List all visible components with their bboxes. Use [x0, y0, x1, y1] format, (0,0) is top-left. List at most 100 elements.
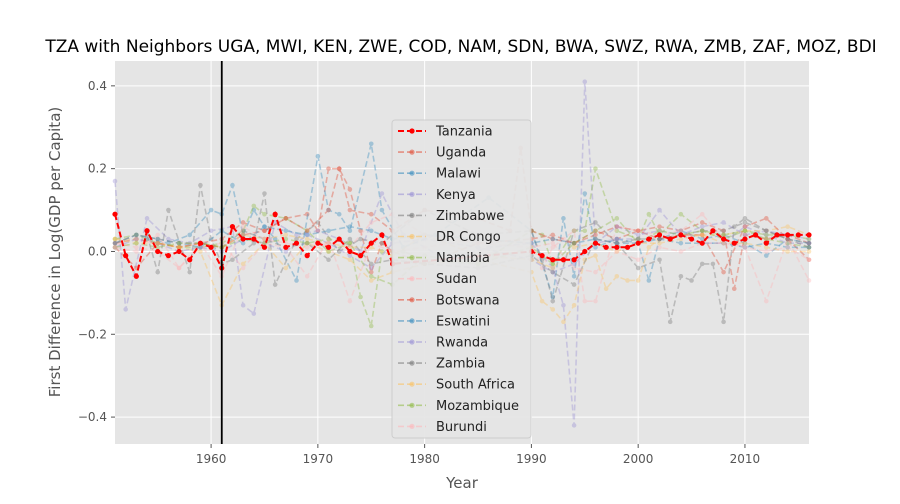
- data-point: [176, 265, 182, 271]
- data-point: [582, 79, 588, 85]
- data-point: [806, 236, 812, 242]
- data-point: [251, 207, 257, 213]
- data-point: [657, 228, 662, 234]
- data-point: [561, 319, 566, 325]
- data-point: [710, 228, 716, 234]
- data-point: [240, 232, 246, 238]
- data-point: [635, 240, 641, 246]
- data-point: [358, 228, 363, 234]
- legend-label: Mozambique: [436, 399, 519, 414]
- data-point: [742, 220, 748, 225]
- data-point: [112, 240, 118, 246]
- data-point: [550, 257, 556, 263]
- data-point: [304, 228, 310, 234]
- data-point: [678, 228, 684, 234]
- legend-label: Namibia: [436, 251, 490, 266]
- data-point: [763, 216, 769, 221]
- data-point: [635, 236, 641, 242]
- data-point: [678, 228, 684, 234]
- legend-label: Malawi: [436, 167, 481, 182]
- data-point: [742, 232, 748, 238]
- data-point: [678, 274, 684, 279]
- data-point: [614, 240, 620, 246]
- data-point: [240, 261, 246, 267]
- data-point: [240, 220, 246, 225]
- data-point: [806, 245, 812, 250]
- data-point: [678, 236, 684, 242]
- data-point: [155, 236, 161, 242]
- data-point: [699, 228, 705, 234]
- data-point: [155, 245, 161, 250]
- data-point: [198, 245, 203, 250]
- data-point: [262, 211, 267, 217]
- data-point: [326, 240, 331, 246]
- data-point: [785, 236, 790, 242]
- data-point: [368, 220, 374, 225]
- data-point: [230, 182, 235, 188]
- legend-label: Zambia: [436, 357, 485, 372]
- data-point: [134, 232, 139, 238]
- data-point: [357, 253, 364, 259]
- y-tick-label: 0.4: [88, 79, 107, 93]
- data-point: [560, 257, 567, 263]
- data-point: [347, 253, 353, 258]
- data-point: [571, 257, 577, 263]
- data-point: [347, 224, 353, 229]
- legend-label: Sudan: [436, 272, 477, 287]
- data-point: [326, 240, 331, 246]
- data-point: [539, 232, 545, 238]
- data-point: [635, 278, 641, 283]
- data-point: [593, 236, 598, 242]
- data-point: [657, 236, 662, 242]
- data-point: [368, 211, 374, 217]
- data-point: [635, 236, 641, 242]
- data-point: [262, 224, 267, 229]
- data-point: [785, 240, 790, 246]
- data-point: [112, 245, 118, 250]
- data-point: [699, 240, 705, 246]
- chart-title: TZA with Neighbors UGA, MWI, KEN, ZWE, C…: [44, 37, 876, 57]
- data-point: [571, 228, 577, 234]
- data-point: [251, 311, 257, 316]
- data-point: [326, 249, 331, 254]
- data-point: [582, 298, 588, 304]
- data-point: [593, 236, 598, 242]
- data-point: [336, 211, 342, 217]
- x-tick-label: 1990: [516, 452, 547, 466]
- data-point: [315, 228, 321, 234]
- data-point: [336, 236, 342, 242]
- data-point: [176, 265, 182, 271]
- data-point: [240, 232, 246, 238]
- data-point: [614, 240, 620, 246]
- data-point: [240, 228, 246, 234]
- data-point: [229, 224, 236, 230]
- legend-label: Zimbabwe: [436, 209, 504, 224]
- x-tick-label: 1970: [303, 452, 334, 466]
- data-point: [379, 207, 385, 213]
- data-point: [294, 236, 299, 242]
- data-point: [283, 249, 289, 254]
- data-point: [240, 232, 246, 238]
- data-point: [240, 302, 246, 308]
- data-point: [347, 257, 353, 263]
- data-point: [742, 232, 748, 238]
- data-point: [721, 240, 726, 246]
- data-point: [657, 224, 662, 229]
- data-point: [763, 232, 769, 238]
- data-point: [358, 236, 363, 242]
- data-point: [134, 240, 139, 246]
- data-point: [731, 286, 737, 292]
- data-point: [593, 232, 598, 238]
- data-point: [326, 257, 331, 263]
- data-point: [368, 141, 374, 147]
- data-point: [283, 228, 289, 234]
- data-point: [646, 278, 652, 283]
- data-point: [731, 224, 737, 229]
- data-point: [646, 245, 652, 250]
- data-point: [197, 240, 204, 246]
- data-point: [304, 211, 310, 217]
- data-point: [155, 236, 161, 242]
- data-point: [347, 298, 353, 304]
- data-point: [144, 228, 150, 234]
